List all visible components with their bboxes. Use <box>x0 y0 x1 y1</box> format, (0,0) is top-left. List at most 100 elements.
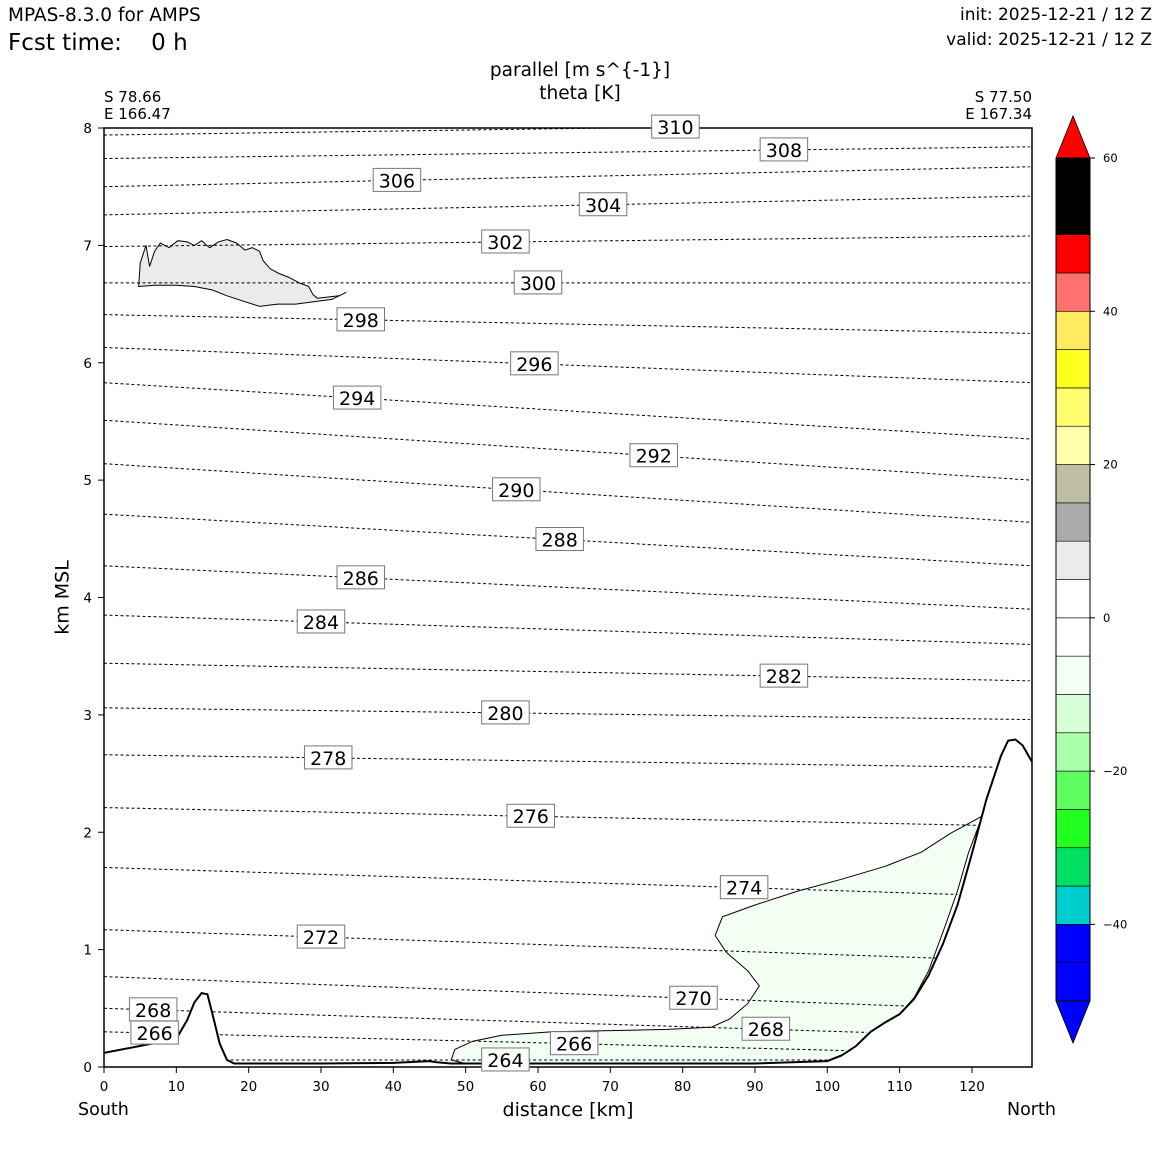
contour-label-box <box>510 351 559 376</box>
colorbar-under-arrow <box>1055 1000 1091 1045</box>
contour-label-text: 286 <box>343 568 379 590</box>
colorbar-segment <box>1055 157 1091 197</box>
contour-label-text: 284 <box>303 612 339 634</box>
y-tick-label: 0 <box>83 1060 92 1076</box>
colorbar-segment <box>1055 579 1091 619</box>
colorbar-tick-label: −20 <box>1103 764 1127 778</box>
contour-label-310: 310 <box>651 114 700 139</box>
theta-contour-290 <box>104 463 1030 523</box>
contour-label-text: 294 <box>339 388 375 410</box>
colorbar-segment <box>1055 809 1091 849</box>
contour-label-text: 304 <box>585 195 621 217</box>
colorbar-segment <box>1055 234 1091 274</box>
x-tick-label: 120 <box>959 1079 985 1095</box>
theta-contour-282 <box>104 662 1030 682</box>
contour-label-box <box>372 167 422 192</box>
colorbar-segment <box>1055 540 1091 580</box>
contour-label-292: 292 <box>629 443 678 468</box>
contour-label-box <box>336 307 386 332</box>
theta-contour-302 <box>104 235 1030 247</box>
theta-contour-304 <box>104 195 1030 216</box>
contour-label-278: 278 <box>303 745 353 770</box>
contour-label-276: 276 <box>506 803 555 828</box>
theta-contour-270 <box>104 976 907 1007</box>
x-tick-label: 30 <box>312 1079 329 1095</box>
y-tick-label: 6 <box>83 356 92 372</box>
contour-label-box <box>296 924 346 949</box>
south-label: South <box>78 1100 129 1120</box>
colorbar-segment <box>1055 349 1091 389</box>
contour-label-282: 282 <box>759 663 809 688</box>
colorbar-tick-label: 20 <box>1103 458 1118 472</box>
x-tick-label: 110 <box>887 1079 913 1095</box>
contour-label-text: 306 <box>379 170 415 192</box>
x-tick-label: 20 <box>240 1079 257 1095</box>
contour-label-box <box>481 700 530 725</box>
y-tick-label: 3 <box>83 708 92 724</box>
contour-label-box <box>629 443 678 468</box>
contour-label-box <box>669 985 718 1010</box>
left-end-lon: E 166.47 <box>104 105 171 123</box>
contour-label-box <box>759 137 809 162</box>
colorbar-segment <box>1055 272 1091 312</box>
colorbar-frame <box>1055 157 1091 1002</box>
theta-contour-280 <box>104 707 1030 720</box>
contour-label-text: 290 <box>498 480 534 502</box>
right-end-lon: E 167.34 <box>965 105 1032 123</box>
contour-label-text: 268 <box>135 1000 171 1022</box>
colorbar-segment <box>1055 655 1091 695</box>
model-title: MPAS-8.3.0 for AMPS <box>8 5 201 26</box>
theta-contour-278 <box>104 754 994 768</box>
colorbar-segment <box>1055 464 1091 504</box>
contour-label-298: 298 <box>336 307 386 332</box>
x-tick-label: 40 <box>385 1079 402 1095</box>
contour-label-text: 300 <box>520 273 556 295</box>
contour-label-box <box>296 609 346 634</box>
contour-label-294: 294 <box>332 385 382 410</box>
contour-label-text: 272 <box>303 927 339 949</box>
theta-contour-294 <box>104 382 1030 440</box>
x-axis-label: distance [km] <box>502 1099 634 1121</box>
colorbar-segment <box>1055 924 1091 963</box>
theta-contour-266 <box>104 1031 846 1051</box>
contour-label-text: 308 <box>766 140 802 162</box>
contour-label-text: 280 <box>487 703 523 725</box>
colorbar-segment <box>1055 962 1091 1002</box>
contour-label-box <box>741 1016 791 1041</box>
x-tick-label: 60 <box>529 1079 546 1095</box>
colorbar-segment <box>1055 847 1091 887</box>
x-tick-label: 10 <box>168 1079 185 1095</box>
contour-label-304: 304 <box>578 192 628 217</box>
contour-label-text: 298 <box>343 310 379 332</box>
positive-wind-region <box>138 238 347 307</box>
contour-label-box <box>481 229 530 254</box>
contour-label-290: 290 <box>492 477 541 502</box>
contour-label-box <box>481 1047 530 1072</box>
contour-label-296: 296 <box>510 351 559 376</box>
contour-label-274: 274 <box>719 875 769 900</box>
left-end-lat: S 78.66 <box>104 88 162 106</box>
contour-label-box <box>549 1031 599 1056</box>
contour-label-box <box>719 875 769 900</box>
contour-label-text: 266 <box>136 1023 172 1045</box>
contour-label-268: 268 <box>741 1016 791 1041</box>
theta-contour-274 <box>104 867 958 895</box>
contour-label-text: 292 <box>636 446 672 468</box>
x-tick-label: 100 <box>814 1079 840 1095</box>
theta-contour-292 <box>104 419 1030 481</box>
contour-label-text: 288 <box>542 530 578 552</box>
contour-label-box <box>506 803 555 828</box>
chart-title-line-2: theta [K] <box>539 83 621 104</box>
contour-label-288: 288 <box>535 527 584 552</box>
y-tick-label: 2 <box>83 825 92 841</box>
contour-label-text: 282 <box>766 666 802 688</box>
x-tick-label: 50 <box>457 1079 474 1095</box>
x-tick-label: 80 <box>674 1079 691 1095</box>
contour-label-box <box>332 385 382 410</box>
contour-label-box <box>578 192 628 217</box>
theta-contour-272 <box>104 929 936 959</box>
contour-label-text: 278 <box>310 748 346 770</box>
contour-label-272: 272 <box>296 924 346 949</box>
